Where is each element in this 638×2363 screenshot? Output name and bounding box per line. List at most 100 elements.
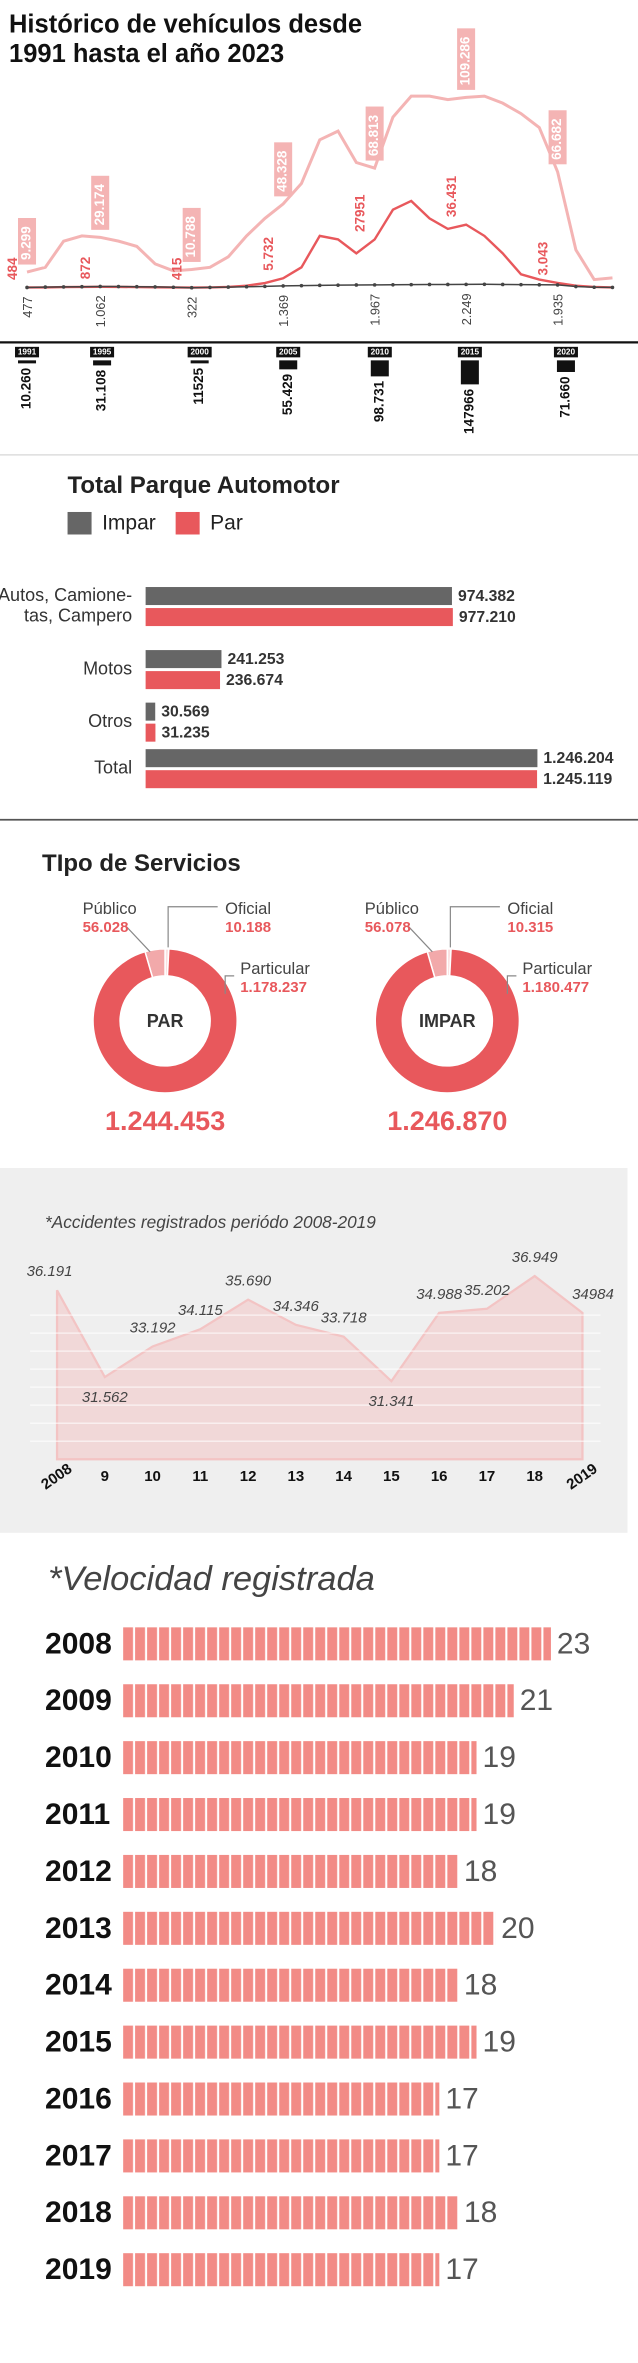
data-label: 1.062 [93,295,108,327]
data-label: 36.191 [27,1263,73,1280]
data-label: 1.180.477 [522,979,589,996]
data-label: 48.328 [275,150,290,192]
category-label: Total [94,757,132,777]
bar [123,1854,458,1888]
series-line [26,94,613,282]
bar [123,1627,551,1661]
data-label: 241.253 [227,651,284,668]
data-label: 10.788 [183,216,198,258]
series-marker [610,285,615,290]
data-label: 98.731 [371,380,386,422]
series-line [27,199,613,289]
x-tick-label: 2000 [190,348,209,357]
data-label: 10.315 [507,919,553,936]
data-label: 34.988 [416,1286,463,1303]
series-marker [189,285,194,290]
area [55,1274,584,1461]
category-label: 2013 [45,1912,112,1945]
series-marker [61,285,66,289]
category-label: Oficial [507,900,553,918]
label-box [548,110,567,165]
series-marker [427,282,432,287]
category-label: Oficial [225,900,271,918]
data-label: 36.431 [444,175,459,217]
series-marker [116,284,121,289]
data-label: 2.249 [459,293,474,325]
label-box [91,175,110,230]
data-label: 415 [170,257,185,280]
chart-title: *Velocidad registrada [48,1560,375,1598]
data-label: 5.732 [261,237,276,271]
data-label: 974.382 [458,588,515,605]
center-label: IMPAR [419,1011,476,1031]
category-label: 2016 [45,2082,112,2115]
data-label: 1.178.237 [240,979,307,996]
bar [123,1798,477,1832]
leader-line [167,906,218,948]
x-tick-label: 2010 [371,348,390,357]
bar [145,723,156,742]
center-label: PAR [147,1011,184,1031]
leader-line [449,906,500,948]
x-tick-label: 11 [192,1468,208,1485]
series-marker [208,285,212,290]
data-label: 34.346 [273,1298,320,1315]
data-label: 35.202 [464,1282,511,1299]
data-label: 19 [483,1741,516,1774]
data-label: 236.674 [226,672,283,689]
category-label: 2019 [45,2253,112,2286]
year-box [553,346,578,358]
leader-line [224,975,235,994]
data-label: 36.949 [512,1249,559,1266]
data-label: 109.286 [458,36,473,85]
series-marker [482,282,487,287]
series-marker [98,284,103,289]
series-marker [25,285,29,290]
category-label: 2011 [45,1798,110,1831]
data-label: 1.246.204 [543,750,613,767]
data-label: 21 [520,1684,553,1717]
year-box [457,346,482,358]
bar [145,770,538,789]
leader-line [506,975,517,994]
bar [190,360,209,364]
series-marker [281,284,285,288]
legend-label: Par [210,512,243,535]
label-box [182,207,201,262]
bar [123,1741,477,1775]
x-tick-label: 15 [383,1468,400,1485]
total-label: 1.244.453 [105,1106,225,1136]
data-label: 1.245.119 [543,771,612,788]
category-label: Público [83,900,137,918]
series-marker [226,285,231,289]
bar [123,2139,440,2173]
bar [145,702,156,721]
data-label: 29.174 [92,184,107,226]
bar [123,2196,458,2230]
x-tick-label: 10 [144,1468,161,1485]
bar [123,1684,514,1718]
x-tick-label: 1991 [18,348,37,357]
series-marker [592,285,596,290]
series-marker [464,282,468,287]
bar [279,360,298,370]
data-label: 18 [464,1969,497,2002]
data-label: 1.369 [276,295,291,327]
x-tick-label: 16 [431,1468,448,1485]
category-label: 2012 [45,1855,112,1888]
data-label: 10.260 [19,368,34,409]
category-label: 2008 [45,1627,112,1660]
series-marker [555,283,560,287]
x-tick-label: 1995 [93,348,112,357]
series-marker [537,283,542,287]
series-marker [263,284,267,289]
data-label: 23 [557,1627,590,1660]
donut-slice [92,948,238,1094]
label-box [365,106,384,161]
data-label: 66.682 [549,119,564,160]
bar [93,360,112,366]
bar [123,2025,477,2059]
x-tick-label: 14 [335,1468,352,1485]
data-label: 322 [185,297,200,318]
bar [370,360,389,377]
